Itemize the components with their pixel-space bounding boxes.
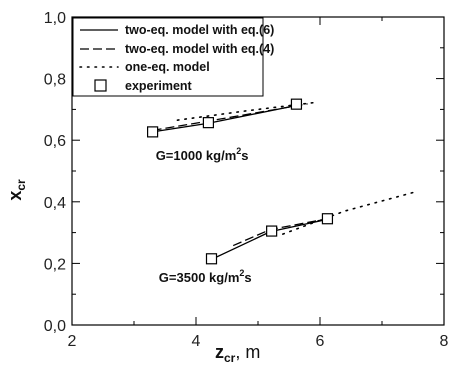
y-tick-label: 0,4: [44, 195, 66, 212]
experiment-marker: [290, 98, 303, 110]
experiment-marker: [202, 117, 214, 129]
legend-label: two-eq. model with eq.(6): [125, 23, 274, 37]
legend: two-eq. model with eq.(6) two-eq. model w…: [72, 17, 274, 97]
legend-swatch-marker: [94, 79, 107, 92]
x-tick-label: 6: [316, 333, 325, 350]
experiment-marker: [205, 253, 218, 265]
y-axis-title: xcr: [5, 179, 28, 201]
legend-label: experiment: [125, 79, 193, 93]
legend-label: two-eq. model with eq.(4): [125, 42, 274, 56]
y-tick-label: 0,8: [44, 72, 66, 89]
x-tick-label: 2: [68, 333, 77, 350]
annotation-label: G=3500 kg/m2s: [159, 268, 252, 285]
legend-label: one-eq. model: [125, 60, 210, 74]
x-axis-title: zcr, m: [215, 342, 260, 365]
experiment-marker: [147, 126, 159, 138]
x-tick-label: 8: [440, 333, 449, 350]
series-dashed-line: [152, 103, 308, 131]
annotation-label: G=1000 kg/m2s: [156, 146, 249, 163]
y-axis-title-group: xcr: [5, 179, 28, 201]
x-tick-label: 4: [192, 333, 201, 350]
experiment-marker: [266, 225, 278, 237]
y-tick-label: 0,0: [44, 318, 66, 335]
y-tick-label: 0,6: [44, 133, 66, 150]
experiment-marker: [321, 213, 334, 225]
y-tick-label: 1,0: [44, 10, 66, 27]
y-tick-label: 0,2: [44, 256, 66, 273]
series-dotted-line: [281, 191, 414, 235]
